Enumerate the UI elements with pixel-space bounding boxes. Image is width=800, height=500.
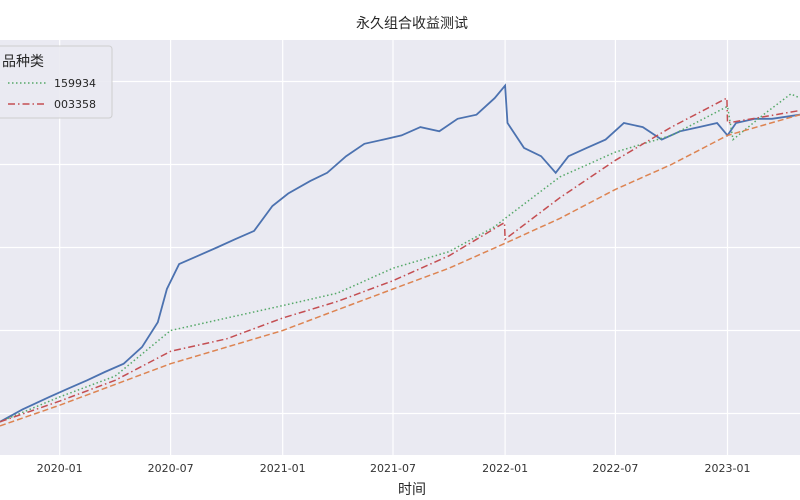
x-axis-label: 时间	[398, 482, 426, 498]
series-line-series-4	[0, 113, 800, 427]
legend-title: 品种类	[2, 54, 44, 70]
x-tick-label: 2022-01	[482, 462, 528, 475]
legend-label-159934: 159934	[54, 77, 96, 90]
gridlines	[0, 40, 800, 455]
x-tick-label: 2020-07	[148, 462, 194, 475]
legend-label-003358: 003358	[54, 98, 96, 111]
x-tick-label: 2023-01	[705, 462, 751, 475]
series-line-series-1	[0, 83, 800, 423]
x-tick-label: 2021-07	[370, 462, 416, 475]
series-layer	[0, 83, 800, 427]
legend-box	[0, 45, 113, 119]
x-tick-labels: 2020-01 2020-07 2021-01 2021-07 2022-01 2022-…	[37, 462, 751, 475]
series-line-003358	[0, 96, 800, 423]
x-tick-label: 2021-01	[260, 462, 306, 475]
series-line-159934	[0, 93, 800, 423]
x-tick-label: 2022-07	[592, 462, 638, 475]
chart-title: 永久组合收益测试	[356, 16, 468, 32]
legend: 品种类 159934 003358	[0, 45, 113, 119]
x-tick-label: 2020-01	[37, 462, 83, 475]
